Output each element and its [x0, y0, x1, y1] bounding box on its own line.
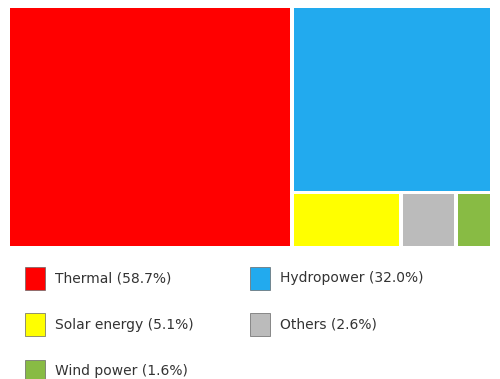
Bar [250, 267, 270, 290]
Bar [250, 313, 270, 337]
Bar [25, 360, 45, 379]
Text: Wind power (1.6%): Wind power (1.6%) [55, 364, 188, 378]
Text: Thermal (58.7%): Thermal (58.7%) [55, 271, 172, 285]
Text: Others (2.6%): Others (2.6%) [280, 318, 377, 332]
Text: Solar energy (5.1%): Solar energy (5.1%) [55, 318, 194, 332]
Bar [25, 313, 45, 337]
Bar [25, 267, 45, 290]
Text: Hydropower (32.0%): Hydropower (32.0%) [280, 271, 424, 285]
